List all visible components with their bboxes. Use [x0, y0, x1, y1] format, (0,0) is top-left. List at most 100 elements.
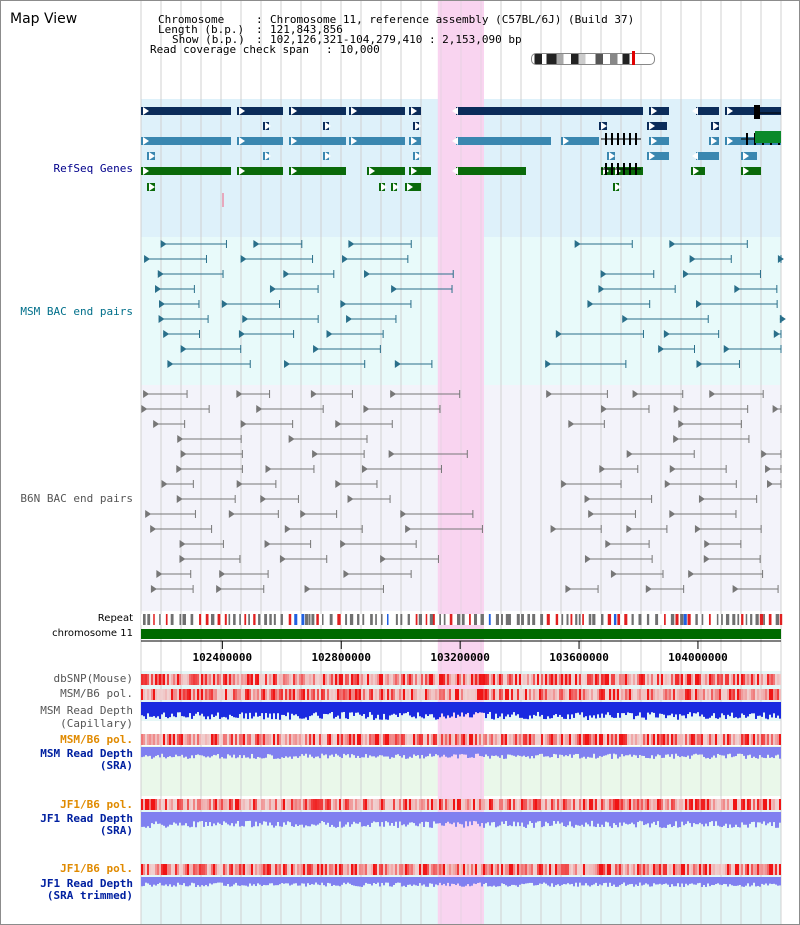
b6n-bac-pair-end-icon: [150, 525, 157, 533]
axis-tick-label: 103200000: [430, 651, 490, 664]
jf1-pol-trim-heat: [493, 864, 495, 875]
msm-b6-pol-heat: [365, 689, 367, 700]
jf1-trim-depth-bar: [739, 877, 741, 885]
jf1-trim-depth-bar: [443, 877, 445, 884]
jf1-trim-depth-bar: [217, 877, 219, 883]
jf1-pol-heat: [173, 799, 175, 810]
jf1-depth-bar: [305, 812, 307, 826]
track-label-b6n-bac[interactable]: B6N BAC end pairs: [20, 492, 133, 505]
jf1-trim-depth-bar: [447, 877, 449, 883]
gene-feature: [237, 167, 283, 175]
jf1-pol-trim-heat: [245, 864, 247, 875]
msm-depth-sra-bar: [747, 747, 749, 756]
msm-b6-pol-heat: [639, 689, 641, 700]
track-label-msm-depth-cap[interactable]: MSM Read Depth: [40, 704, 133, 717]
jf1-pol-trim-heat: [767, 864, 769, 875]
msm-b6-pol-heat: [551, 689, 553, 700]
msm-b6-pol-heat: [441, 689, 443, 700]
jf1-depth-bar: [387, 812, 389, 823]
jf1-depth-bar: [775, 812, 777, 828]
msm-b6-pol-heat: [741, 689, 743, 700]
jf1-pol-trim-heat: [185, 864, 187, 875]
msm-depth-cap-bar: [735, 702, 737, 718]
gene-strand-icon: [291, 167, 297, 175]
msm-depth-cap-bar: [353, 702, 355, 716]
jf1-pol-heat: [529, 799, 531, 810]
track-label-jf1-pol[interactable]: JF1/B6 pol.: [60, 798, 133, 811]
jf1-pol-heat: [661, 799, 663, 810]
msm-b6-pol-heat: [185, 689, 187, 700]
jf1-depth-bar: [205, 812, 207, 822]
jf1-pol-trim-heat: [237, 864, 239, 875]
msm-b6-pol-sra-heat: [617, 734, 619, 745]
msm-b6-pol-sra-heat: [549, 734, 551, 745]
msm-b6-pol-heat: [757, 689, 759, 700]
msm-depth-sra-bar: [693, 747, 695, 755]
b6n-bac-pair-end-icon: [361, 465, 368, 473]
msm-depth-sra-bar: [671, 747, 673, 755]
jf1-depth-bar: [515, 812, 517, 827]
dbsnp-heat: [765, 674, 767, 685]
jf1-pol-trim-heat: [279, 864, 281, 875]
msm-b6-pol-sra-heat: [401, 734, 403, 745]
msm-b6-pol-heat: [663, 689, 665, 700]
track-label-refseq[interactable]: RefSeq Genes: [53, 162, 133, 175]
jf1-trim-depth-bar: [555, 877, 557, 886]
msm-depth-cap-bar: [703, 702, 705, 717]
track-label-msm-b6-pol-sra[interactable]: MSM/B6 pol.: [60, 733, 133, 746]
jf1-pol-trim-heat: [297, 864, 299, 875]
msm-bac-pair-end-icon: [723, 345, 730, 353]
msm-depth-cap-bar: [193, 702, 195, 716]
track-label-jf1-depth-sub: (SRA): [99, 824, 133, 837]
jf1-pol-heat: [457, 799, 459, 810]
jf1-trim-depth-bar: [697, 877, 699, 884]
dbsnp-heat: [243, 674, 245, 685]
jf1-pol-heat: [413, 799, 415, 810]
jf1-depth-bar: [683, 812, 685, 826]
jf1-pol-trim-heat: [631, 864, 633, 875]
msm-depth-sra-bar: [489, 747, 491, 759]
msm-b6-pol-sra-heat: [169, 734, 171, 745]
msm-b6-pol-heat: [627, 689, 629, 700]
gene-feature: [696, 107, 719, 115]
jf1-pol-trim-heat: [203, 864, 205, 875]
msm-b6-pol-sra-heat: [577, 734, 579, 745]
msm-depth-cap-bar: [605, 702, 607, 715]
track-label-msm-b6-pol[interactable]: MSM/B6 pol.: [60, 687, 133, 700]
track-label-msm-bac[interactable]: MSM BAC end pairs: [20, 305, 133, 318]
repeat-element: [683, 614, 687, 625]
b6n-bac-pair-end-icon: [161, 480, 168, 488]
jf1-pol-trim-heat: [721, 864, 723, 875]
chromosome-ideogram-icon[interactable]: [531, 53, 655, 65]
track-label-jf1-pol-trim[interactable]: JF1/B6 pol.: [60, 862, 133, 875]
msm-depth-sra-bar: [527, 747, 529, 757]
msm-b6-pol-sra-heat: [675, 734, 677, 745]
msm-depth-cap-bar: [441, 702, 443, 714]
dbsnp-heat: [567, 674, 569, 685]
jf1-trim-depth-bar: [215, 877, 217, 884]
track-label-jf1-trim[interactable]: JF1 Read Depth: [40, 877, 133, 890]
msm-depth-sra-bar: [521, 747, 523, 757]
jf1-pol-heat: [175, 799, 177, 810]
jf1-depth-bar: [517, 812, 519, 823]
jf1-pol-heat: [511, 799, 513, 810]
track-label-msm-depth-sra[interactable]: MSM Read Depth: [40, 747, 133, 760]
msm-depth-sra-bar: [211, 747, 213, 757]
gene-feature: [237, 107, 283, 115]
dbsnp-heat: [427, 674, 429, 685]
jf1-depth-bar: [297, 812, 299, 827]
jf1-pol-trim-heat: [251, 864, 253, 875]
msm-b6-pol-sra-heat: [349, 734, 351, 745]
msm-b6-pol-sra-heat: [309, 734, 311, 745]
repeat-element: [566, 614, 569, 625]
msm-b6-pol-sra-heat: [669, 734, 671, 745]
jf1-trim-depth-bar: [191, 877, 193, 883]
msm-b6-pol-sra-heat: [531, 734, 533, 745]
msm-depth-sra-bar: [283, 747, 285, 758]
track-label-dbsnp[interactable]: dbSNP(Mouse): [53, 672, 133, 685]
dbsnp-heat: [247, 674, 249, 685]
dbsnp-heat: [333, 674, 335, 685]
msm-depth-sra-bar: [723, 747, 725, 756]
track-label-jf1-depth[interactable]: JF1 Read Depth: [40, 812, 133, 825]
